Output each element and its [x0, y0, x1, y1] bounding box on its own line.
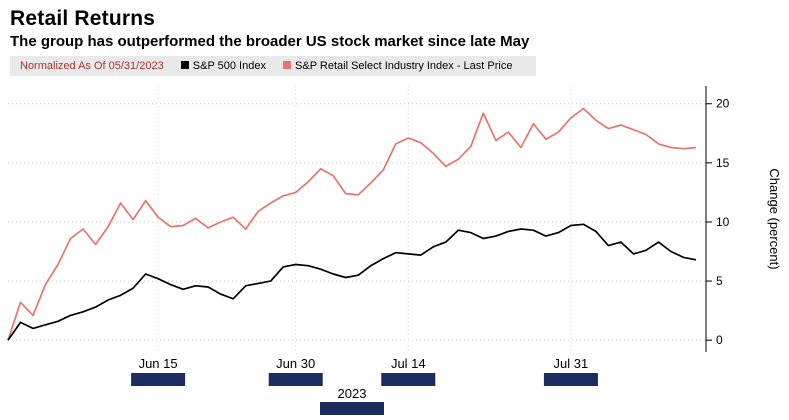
svg-text:2023: 2023 — [338, 386, 367, 401]
svg-text:Jul 31: Jul 31 — [554, 356, 589, 371]
chart-subtitle: The group has outperformed the broader U… — [10, 33, 530, 50]
svg-text:5: 5 — [716, 274, 723, 288]
svg-text:15: 15 — [716, 156, 730, 170]
legend-normalized-label: Normalized As Of 05/31/2023 — [20, 60, 164, 72]
svg-text:20: 20 — [716, 97, 730, 111]
chart-title: Retail Returns — [10, 7, 156, 30]
sp500-swatch-icon — [180, 61, 189, 70]
legend-sp500-label: S&P 500 Index — [192, 60, 266, 72]
svg-text:0: 0 — [716, 333, 723, 347]
svg-text:Change (percent): Change (percent) — [767, 168, 782, 269]
svg-text:Jun 15: Jun 15 — [139, 356, 178, 371]
legend-item-retail: S&P Retail Select Industry Index - Last … — [283, 60, 512, 72]
chart-legend: Normalized As Of 05/31/2023 S&P 500 Inde… — [10, 56, 537, 76]
svg-text:Jun 30: Jun 30 — [276, 356, 315, 371]
retail-swatch-icon — [283, 61, 292, 70]
svg-text:10: 10 — [716, 215, 730, 229]
legend-retail-label: S&P Retail Select Industry Index - Last … — [295, 60, 513, 72]
chart-area: 0 5 10 15 20 Jun 15 Jun 30 Jul 14 Jul 31 2023 Chan… — [0, 76, 789, 420]
svg-text:Jul 14: Jul 14 — [391, 356, 426, 371]
chart-header: Retail Returns The group has outperforme… — [0, 0, 789, 52]
legend-item-sp500: S&P 500 Index — [180, 60, 266, 72]
line-chart-svg: 0 5 10 15 20 Jun 15 Jun 30 Jul 14 Jul 31 2023 Chan… — [7, 86, 782, 415]
